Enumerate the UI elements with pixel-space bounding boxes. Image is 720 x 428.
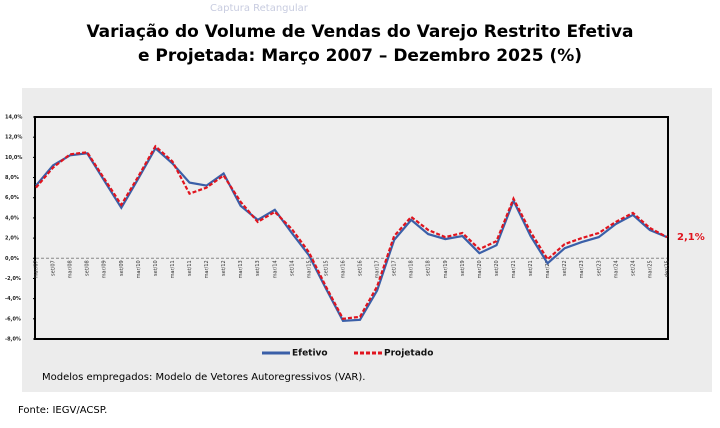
x-tick-label: set/12 bbox=[221, 260, 227, 276]
x-tick-label: mar/13 bbox=[238, 260, 244, 278]
overlay-text: Captura Retangular bbox=[210, 3, 309, 14]
x-tick-label: mar/10 bbox=[136, 260, 142, 278]
y-tick-label: 8,0% bbox=[5, 175, 19, 181]
x-tick-label: set/08 bbox=[85, 260, 91, 276]
x-tick-label: set/21 bbox=[528, 260, 534, 276]
x-tick-label: mar/14 bbox=[272, 260, 278, 278]
x-tick-label: set/09 bbox=[119, 260, 125, 276]
note: Modelos empregados: Modelo de Vetores Au… bbox=[42, 372, 365, 383]
x-tick-label: set/19 bbox=[460, 260, 466, 276]
x-tick-label: mar/21 bbox=[511, 260, 517, 278]
x-tick-label: mar/11 bbox=[170, 260, 176, 278]
y-tick-label: -8,0% bbox=[5, 337, 21, 343]
x-tick-label: mar/16 bbox=[340, 260, 346, 278]
x-tick-label: set/13 bbox=[255, 260, 261, 276]
x-tick-label: set/15 bbox=[323, 260, 329, 276]
x-tick-label: set/24 bbox=[630, 260, 636, 276]
legend-label: Efetivo bbox=[292, 349, 328, 359]
y-tick-label: -2,0% bbox=[5, 276, 21, 282]
x-tick-label: set/18 bbox=[426, 260, 432, 276]
y-tick-label: 2,0% bbox=[5, 236, 19, 242]
source: Fonte: IEGV/ACSP. bbox=[18, 405, 107, 416]
x-tick-label: set/17 bbox=[392, 260, 398, 276]
y-tick-label: 10,0% bbox=[5, 155, 22, 161]
y-tick-label: 6,0% bbox=[5, 195, 19, 201]
x-tick-label: set/20 bbox=[494, 260, 500, 276]
x-tick-label: mar/08 bbox=[68, 260, 74, 278]
x-tick-label: mar/24 bbox=[613, 260, 619, 278]
x-tick-label: mar/07 bbox=[34, 260, 40, 278]
x-tick-label: set/23 bbox=[596, 260, 602, 276]
x-tick-label: set/10 bbox=[153, 260, 159, 276]
x-tick-label: set/22 bbox=[562, 260, 568, 276]
y-tick-label: -6,0% bbox=[5, 316, 21, 322]
x-tick-label: set/07 bbox=[51, 260, 57, 276]
plot-area bbox=[34, 116, 669, 340]
y-tick-label: 14,0% bbox=[5, 115, 22, 121]
annotation: 2,1% bbox=[677, 232, 705, 243]
x-tick-label: mar/23 bbox=[579, 260, 585, 278]
y-tick-label: -4,0% bbox=[5, 296, 21, 302]
x-tick-label: set/11 bbox=[187, 260, 193, 276]
x-tick-label: mar/09 bbox=[102, 260, 108, 278]
x-tick-label: dez/25 bbox=[665, 260, 671, 277]
series-line bbox=[35, 144, 668, 320]
x-tick-label: mar/22 bbox=[545, 260, 551, 278]
x-tick-label: set/14 bbox=[289, 260, 295, 276]
legend-label: Projetado bbox=[384, 349, 433, 359]
x-tick-label: set/16 bbox=[358, 260, 364, 276]
x-tick-label: mar/19 bbox=[443, 260, 449, 278]
chart-title: Variação do Volume de Vendas do Varejo R… bbox=[86, 22, 633, 66]
y-tick-label: 12,0% bbox=[5, 135, 22, 141]
x-tick-label: mar/25 bbox=[647, 260, 653, 278]
x-tick-label: mar/18 bbox=[409, 260, 415, 278]
x-tick-label: mar/15 bbox=[306, 260, 312, 278]
x-tick-label: mar/12 bbox=[204, 260, 210, 278]
y-tick-label: 4,0% bbox=[5, 215, 19, 221]
x-tick-label: mar/17 bbox=[375, 260, 381, 278]
y-tick-label: 0,0% bbox=[5, 256, 19, 262]
x-tick-label: mar/20 bbox=[477, 260, 483, 278]
